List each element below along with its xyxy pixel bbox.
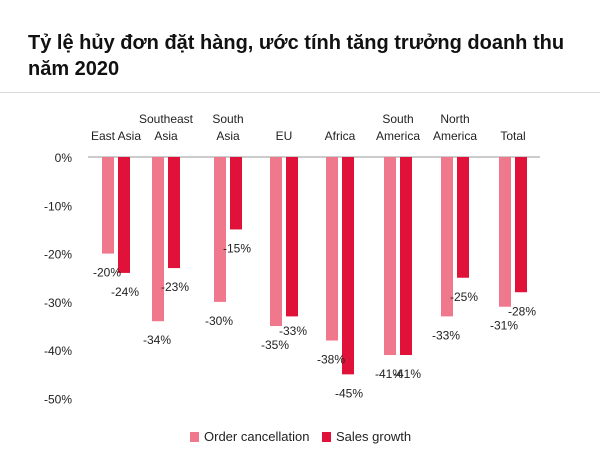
bar-order-cancellation (499, 157, 511, 307)
y-tick-label: -50% (44, 393, 72, 407)
data-label-sales-growth: -24% (111, 285, 139, 299)
category-label: America (433, 129, 477, 143)
bar-order-cancellation (214, 157, 226, 302)
category-label: America (376, 129, 420, 143)
bar-sales-growth (457, 157, 469, 278)
data-label-order-cancellation: -33% (432, 328, 460, 342)
data-label-sales-growth: -33% (279, 324, 307, 338)
data-label-sales-growth: -15% (223, 241, 251, 255)
category-label: Asia (154, 129, 178, 143)
y-tick-label: -20% (44, 248, 72, 262)
data-label-order-cancellation: -20% (93, 266, 121, 280)
title-divider (0, 92, 600, 93)
data-label-sales-growth: -28% (508, 305, 536, 319)
y-tick-label: -30% (44, 296, 72, 310)
bar-order-cancellation (384, 157, 396, 356)
category-label: Total (500, 129, 525, 143)
category-label: South (382, 112, 413, 126)
bar-order-cancellation (326, 157, 338, 341)
legend-swatch-order-cancellation (190, 432, 199, 442)
data-label-sales-growth: -23% (161, 280, 189, 294)
data-label-order-cancellation: -38% (317, 353, 345, 367)
data-label-order-cancellation: -35% (261, 338, 289, 352)
bar-order-cancellation (270, 157, 282, 327)
y-tick-label: -40% (44, 344, 72, 358)
bar-sales-growth (118, 157, 130, 273)
legend: Order cancellation Sales growth (190, 429, 411, 444)
bar-sales-growth (342, 157, 354, 375)
data-label-sales-growth: -41% (393, 367, 421, 381)
data-labels: -20%-24%-34%-23%-30%-15%-35%-33%-38%-45%… (93, 241, 536, 400)
data-label-sales-growth: -45% (335, 386, 363, 400)
category-label: South (212, 112, 243, 126)
legend-label-order-cancellation: Order cancellation (204, 429, 310, 444)
category-labels: East Asia Southeast Asia South Asia EU Africa S… (91, 112, 526, 143)
bar-sales-growth (168, 157, 180, 269)
y-tick-label: 0% (55, 151, 73, 165)
legend-swatch-sales-growth (322, 432, 331, 442)
category-label: EU (276, 129, 293, 143)
data-label-order-cancellation: -41% (375, 367, 403, 381)
data-label-order-cancellation: -34% (143, 333, 171, 347)
category-label: Asia (216, 129, 240, 143)
data-label-sales-growth: -25% (450, 290, 478, 304)
chart-title: Tỷ lệ hủy đơn đặt hàng, ước tính tăng tr… (28, 32, 565, 80)
bar-sales-growth (400, 157, 412, 356)
bar-sales-growth (515, 157, 527, 293)
data-label-order-cancellation: -31% (490, 319, 518, 333)
bar-sales-growth (230, 157, 242, 230)
data-label-order-cancellation: -30% (205, 314, 233, 328)
bars (102, 157, 527, 375)
bar-order-cancellation (441, 157, 453, 317)
y-tick-label: -10% (44, 199, 72, 213)
y-axis: 0% -10% -20% -30% -40% -50% (44, 151, 72, 407)
category-label: East Asia (91, 129, 141, 143)
category-label: North (440, 112, 469, 126)
bar-order-cancellation (152, 157, 164, 322)
bar-sales-growth (286, 157, 298, 317)
bar-order-cancellation (102, 157, 114, 254)
category-label: Africa (325, 129, 356, 143)
legend-label-sales-growth: Sales growth (336, 429, 411, 444)
category-label: Southeast (139, 112, 194, 126)
